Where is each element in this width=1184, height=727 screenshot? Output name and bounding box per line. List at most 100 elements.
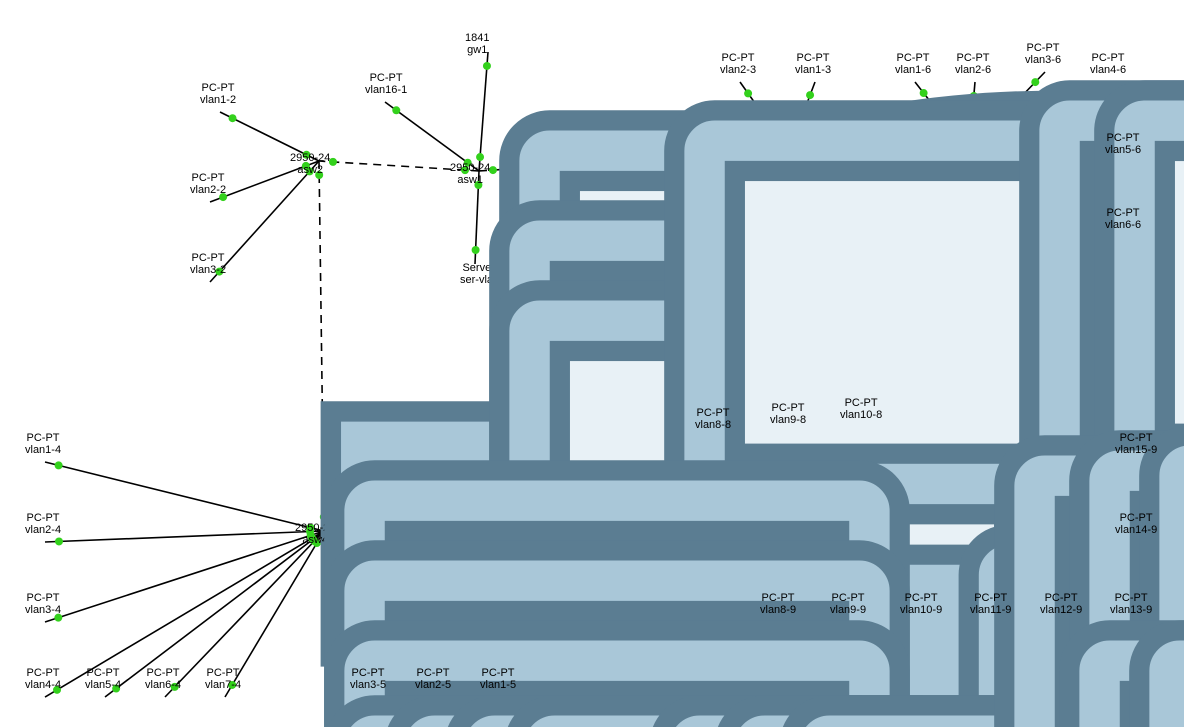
pc-vlan2-3[interactable]: PC-PTvlan2-3 <box>720 50 756 76</box>
device-label: PC-PTvlan14-9 <box>1115 512 1157 536</box>
device-label: PC-PTvlan10-8 <box>840 397 882 421</box>
device-label: PC-PTvlan2-5 <box>415 667 451 691</box>
switch-asw5[interactable]: 2950-24asw5 <box>440 520 480 546</box>
pc-vlan6-4[interactable]: PC-PTvlan6-4 <box>145 665 181 691</box>
port-status-dot <box>806 91 814 99</box>
pc-vlan15-9[interactable]: PC-PTvlan15-9 <box>1115 430 1157 456</box>
device-label: PC-PTvlan1-3 <box>795 52 831 76</box>
link <box>165 531 324 697</box>
pc-vlan8-8[interactable]: PC-PTvlan8-8 <box>695 405 731 431</box>
link <box>479 52 488 171</box>
pc-vlan1-3[interactable]: PC-PTvlan1-3 <box>795 50 831 76</box>
link <box>45 462 324 531</box>
pc-vlan3-5[interactable]: PC-PTvlan3-5 <box>350 665 386 691</box>
port-status-dot <box>472 246 480 254</box>
pc-vlan5-4[interactable]: PC-PTvlan5-4 <box>85 665 121 691</box>
device-label: PC-PTvlan11-9 <box>970 592 1011 616</box>
device-label: PC-PTvlan2-6 <box>955 52 991 76</box>
device-label: PC-PTvlan9-9 <box>830 592 866 616</box>
pc-vlan7-4[interactable]: PC-PTvlan7-4 <box>205 665 241 691</box>
device-label: 2950-24asw9 <box>945 522 985 546</box>
port-status-dot <box>1118 464 1126 472</box>
topology-canvas: 1841gw1 2950-24asw1 2950-24asw2 2950-24a… <box>0 0 1184 727</box>
device-label: PC-PTvlan8-8 <box>695 407 731 431</box>
switch-asw2[interactable]: 2950-24asw2 <box>290 150 330 176</box>
port-status-dot <box>795 438 803 446</box>
pc-vlan3-4[interactable]: PC-PTvlan3-4 <box>25 590 61 616</box>
pc-vlan2-6[interactable]: PC-PTvlan2-6 <box>955 50 991 76</box>
pc-vlan2-5[interactable]: PC-PTvlan2-5 <box>415 665 451 691</box>
pc-vlan4-4[interactable]: PC-PTvlan4-4 <box>25 665 61 691</box>
pc-vlan5-6[interactable]: PC-PTvlan5-6 <box>1105 130 1141 156</box>
link <box>969 82 1110 151</box>
pc-vlan1-2[interactable]: PC-PTvlan1-2 <box>200 80 236 106</box>
device-label: PC-PTvlan1-5 <box>480 667 516 691</box>
device-label: 2950-24asw8 <box>805 472 845 496</box>
switch-asw1[interactable]: 2950-24asw1 <box>450 160 490 186</box>
switch-asw8[interactable]: 2950-24asw8 <box>805 470 845 496</box>
router-gw1[interactable]: 1841gw1 <box>465 30 489 56</box>
device-label: PC-PTvlan5-6 <box>1105 132 1141 156</box>
pc-vlan16-1[interactable]: PC-PTvlan16-1 <box>365 70 407 96</box>
server-ser-vlan-45[interactable]: Server-PTser-vlan-45 <box>460 260 515 286</box>
pc-vlan13-9[interactable]: PC-PTvlan13-9 <box>1110 590 1152 616</box>
pc-vlan14-9[interactable]: PC-PTvlan14-9 <box>1115 510 1157 536</box>
pc-vlan4-6[interactable]: PC-PTvlan4-6 <box>1090 50 1126 76</box>
pc-vlan12-9[interactable]: PC-PTvlan12-9 <box>1040 590 1082 616</box>
port-status-dot <box>1107 157 1115 165</box>
switch-asw4[interactable]: 2950-24asw4 <box>295 520 335 546</box>
device-label: 2950-24asw6 <box>940 142 980 166</box>
switch-asw6[interactable]: 2950-24asw6 <box>940 140 980 166</box>
device-label: 2950-24asw4 <box>295 522 335 546</box>
link <box>969 151 974 531</box>
pc-vlan9-8[interactable]: PC-PTvlan9-8 <box>770 400 806 426</box>
pc-vlan11-9[interactable]: PC-PTvlan11-9 <box>970 590 1011 616</box>
pc-vlan6-6[interactable]: PC-PTvlan6-6 <box>1105 205 1141 231</box>
link-layer <box>0 0 1184 727</box>
device-label: PC-PTvlan12-9 <box>1040 592 1082 616</box>
pc-vlan10-8[interactable]: PC-PTvlan10-8 <box>840 395 882 421</box>
pc-vlan2-4[interactable]: PC-PTvlan2-4 <box>25 510 61 536</box>
port-status-dot <box>1031 78 1039 86</box>
device-label: 2950-24asw3 <box>760 142 800 166</box>
link <box>45 531 324 542</box>
device-label: 2950-24asw1 <box>450 162 490 186</box>
pc-vlan10-9[interactable]: PC-PTvlan10-9 <box>900 590 942 616</box>
link <box>974 531 1135 542</box>
pc-vlan1-4[interactable]: PC-PTvlan1-4 <box>25 430 61 456</box>
device-label: PC-PTvlan6-4 <box>145 667 181 691</box>
pc-vlan1-5[interactable]: PC-PTvlan1-5 <box>480 665 516 691</box>
device-label: PC-PTvlan2-2 <box>190 172 226 196</box>
device-label: 2950-24asw5 <box>440 522 480 546</box>
link <box>45 531 324 622</box>
device-label: PC-PTvlan3-6 <box>1025 42 1061 66</box>
port-status-dot <box>744 89 752 97</box>
pc-vlan9-9[interactable]: PC-PTvlan9-9 <box>830 590 866 616</box>
pc-vlan1-6[interactable]: PC-PTvlan1-6 <box>895 50 931 76</box>
device-label: PC-PTvlan16-1 <box>365 72 407 96</box>
port-status-dot <box>920 89 928 97</box>
port-status-dot <box>55 537 63 545</box>
device-label: PC-PTvlan4-6 <box>1090 52 1126 76</box>
device-label: PC-PTvlan10-9 <box>900 592 942 616</box>
pc-vlan2-2[interactable]: PC-PTvlan2-2 <box>190 170 226 196</box>
pc-vlan3-6[interactable]: PC-PTvlan3-6 <box>1025 40 1061 66</box>
device-label: PC-PTvlan13-9 <box>1110 592 1152 616</box>
link <box>969 151 1125 162</box>
pc-vlan8-9[interactable]: PC-PTvlan8-9 <box>760 590 796 616</box>
port-status-dot <box>850 436 858 444</box>
device-label: PC-PTvlan9-8 <box>770 402 806 426</box>
pc-vlan3-2[interactable]: PC-PTvlan3-2 <box>190 250 226 276</box>
device-label: PC-PTvlan3-5 <box>350 667 386 691</box>
link <box>974 462 1135 531</box>
link <box>479 151 789 171</box>
switch-asw9[interactable]: 2950-24asw9 <box>945 520 985 546</box>
device-label: PC-PTvlan3-2 <box>190 252 226 276</box>
device-label: PC-PTvlan3-4 <box>25 592 61 616</box>
port-status-dot <box>970 92 978 100</box>
port-status-dot <box>483 62 491 70</box>
device-label: PC-PTvlan1-6 <box>895 52 931 76</box>
port-status-dot <box>1117 537 1125 545</box>
link <box>210 161 319 282</box>
switch-asw3[interactable]: 2950-24asw3 <box>760 140 800 166</box>
